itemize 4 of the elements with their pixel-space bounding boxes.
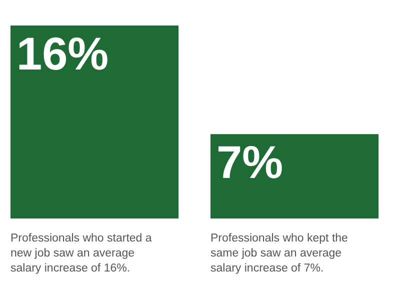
data-label: 7%	[216, 136, 283, 188]
x-tick-label: Professionals who kept the same job saw an average salary increase of 7%.	[210, 232, 348, 274]
x-tick-label: Professionals who started a new job saw an average salary increase of 16%.	[10, 232, 152, 274]
data-label: 16%	[16, 28, 109, 80]
